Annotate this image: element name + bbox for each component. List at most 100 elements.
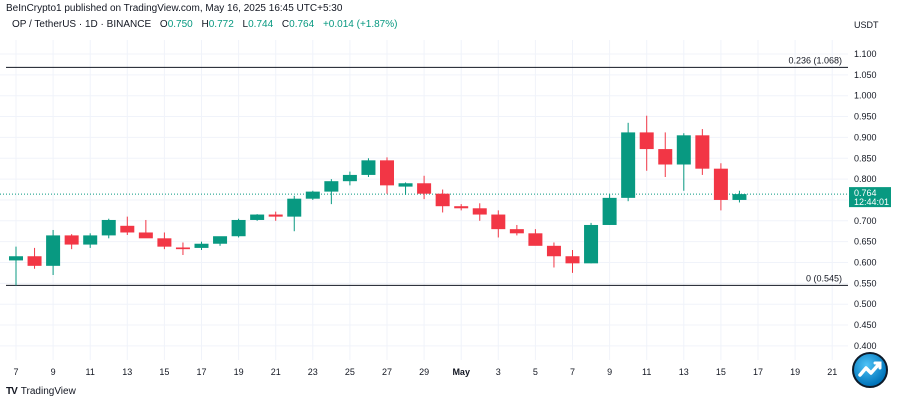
price-tick-label: 0.900: [854, 132, 877, 142]
time-tick-label: 5: [533, 367, 538, 377]
candle: [175, 247, 190, 250]
candle: [398, 183, 413, 187]
price-tick-label: 1.100: [854, 49, 877, 59]
time-tick-label: 17: [753, 367, 763, 377]
time-tick-label: 3: [496, 367, 501, 377]
price-tick-label: 1.050: [854, 70, 877, 80]
time-tick-label: 21: [827, 367, 837, 377]
trend-arrow-icon: [858, 361, 882, 377]
time-tick-label: 7: [13, 367, 18, 377]
time-tick-label: 27: [382, 367, 392, 377]
tradingview-brand: TradingView: [20, 386, 76, 397]
price-tick-label: 0.850: [854, 153, 877, 163]
time-tick-label: 19: [234, 367, 244, 377]
candle: [268, 214, 283, 217]
time-tick-label: 17: [196, 367, 206, 377]
candle: [138, 232, 153, 239]
candle: [250, 214, 265, 220]
candle: [491, 214, 506, 230]
time-tick-label: 21: [271, 367, 281, 377]
bar-countdown: 12:44:01: [854, 197, 889, 207]
publisher-line: BeInCrypto1 published on TradingView.com…: [6, 3, 343, 14]
open-value: 0.750: [167, 19, 193, 30]
price-tick-label: 0.550: [854, 278, 877, 288]
candle: [435, 193, 450, 207]
candle: [565, 256, 580, 264]
price-tick-label: 0.800: [854, 174, 877, 184]
current-price-value: 0.764: [854, 188, 877, 198]
candle: [528, 233, 543, 246]
candle: [157, 238, 172, 247]
time-tick-label: 13: [122, 367, 132, 377]
price-tick-label: 0.400: [854, 341, 877, 351]
price-axis[interactable]: 1.1001.0501.0000.9500.9000.8500.8000.750…: [854, 49, 877, 351]
candle: [64, 235, 79, 245]
price-tick-label: 1.000: [854, 91, 877, 101]
candle: [361, 160, 376, 175]
candle: [120, 225, 135, 233]
time-tick-label: 15: [159, 367, 169, 377]
symbol-legend: OP / TetherUS · 1D · BINANCE O0.750 H0.7…: [12, 19, 397, 30]
candle: [509, 229, 524, 234]
candle: [584, 224, 599, 264]
candle: [324, 181, 339, 192]
time-tick-label: May: [452, 367, 470, 377]
candle: [231, 219, 246, 237]
currency-label[interactable]: USDT: [854, 20, 879, 30]
candle: [621, 132, 636, 198]
candle: [213, 236, 228, 244]
close-label: C: [281, 19, 290, 30]
candle: [639, 132, 654, 150]
close-value: 0.764: [289, 19, 315, 30]
candle: [305, 191, 320, 199]
low-value: 0.744: [248, 19, 274, 30]
candle: [454, 206, 469, 209]
candle: [658, 149, 673, 165]
high-value: 0.772: [208, 19, 234, 30]
candle: [602, 197, 617, 225]
candle: [546, 245, 561, 257]
candle: [695, 135, 710, 169]
price-tick-label: 0.950: [854, 112, 877, 122]
open-label: O: [159, 19, 168, 30]
grid-lines: [0, 40, 848, 360]
time-tick-label: 9: [607, 367, 612, 377]
time-tick-label: 25: [345, 367, 355, 377]
candle: [417, 183, 432, 194]
time-tick-label: 19: [790, 367, 800, 377]
time-tick-label: 15: [716, 367, 726, 377]
tradingview-logo[interactable]: TV TradingView: [6, 386, 76, 397]
candle: [676, 135, 691, 165]
candle: [83, 235, 98, 245]
price-tick-label: 0.600: [854, 258, 877, 268]
symbol-info[interactable]: OP / TetherUS · 1D · BINANCE: [12, 19, 152, 30]
time-tick-label: 11: [642, 367, 651, 377]
candle: [287, 198, 302, 217]
candle: [732, 194, 747, 200]
candle: [194, 243, 209, 248]
candle: [101, 219, 116, 236]
candle: [342, 174, 357, 182]
beincrypto-badge-icon: [852, 352, 888, 388]
price-tick-label: 0.650: [854, 237, 877, 247]
high-label: H: [201, 19, 209, 30]
candle: [46, 235, 61, 266]
candle: [27, 256, 42, 266]
fib-levels: 0.236 (1.068) 0 (0.545): [6, 55, 848, 286]
candle: [472, 208, 487, 215]
time-tick-label: 23: [308, 367, 318, 377]
time-tick-label: 9: [51, 367, 56, 377]
fib-level-label: 0 (0.545): [806, 273, 842, 283]
tradingview-logo-icon: TV: [6, 386, 18, 397]
change-value: +0.014 (+1.87%): [322, 19, 398, 30]
time-tick-label: 7: [570, 367, 575, 377]
time-axis[interactable]: 7 9 11 13 15 17 19 21 23 25 27 29 May 3 5 7 9 11 13 15 17 19 2…: [13, 367, 837, 377]
fib-level-label: 0.236 (1.068): [788, 55, 842, 65]
time-tick-label: 29: [419, 367, 429, 377]
time-tick-label: 11: [86, 367, 95, 377]
price-tick-label: 0.450: [854, 320, 877, 330]
time-tick-label: 13: [679, 367, 689, 377]
candles: [9, 115, 747, 286]
